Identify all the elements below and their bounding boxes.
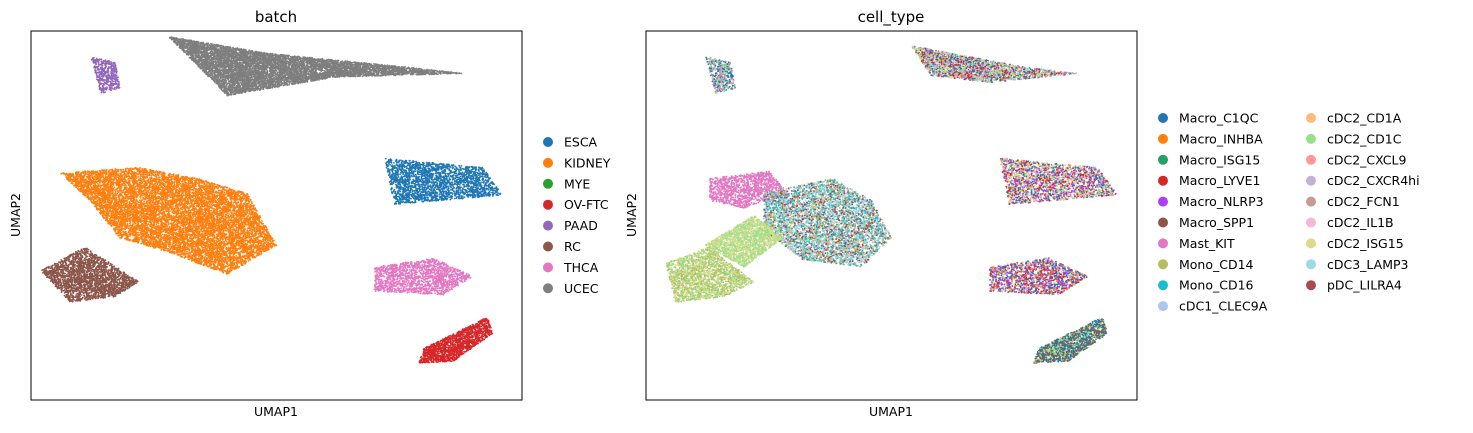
scatter-point: [263, 87, 265, 89]
scatter-point: [353, 62, 355, 64]
scatter-point: [231, 51, 233, 53]
batch-scatter-points: [41, 36, 501, 364]
scatter-point: [291, 82, 293, 84]
scatter-point: [288, 84, 290, 86]
scatter-point: [230, 92, 232, 94]
scatter-point: [358, 67, 360, 69]
scatter-point: [341, 60, 343, 62]
batch-title: batch: [255, 8, 297, 26]
scatter-point: [277, 71, 279, 73]
scatter-point: [229, 81, 231, 83]
scatter-point: [329, 66, 331, 68]
scatter-point: [238, 50, 240, 52]
scatter-point: [461, 73, 463, 75]
scatter-point: [215, 52, 217, 54]
scatter-point: [288, 61, 290, 63]
scatter-point: [237, 54, 239, 56]
scatter-point: [401, 68, 403, 70]
scatter-point: [280, 84, 282, 86]
scatter-point: [426, 69, 428, 71]
batch-panel: batch UMAP1 UMAP2 ESCAKIDNEYMYEOV-FTCPAA…: [8, 8, 611, 419]
scatter-point: [257, 68, 259, 70]
